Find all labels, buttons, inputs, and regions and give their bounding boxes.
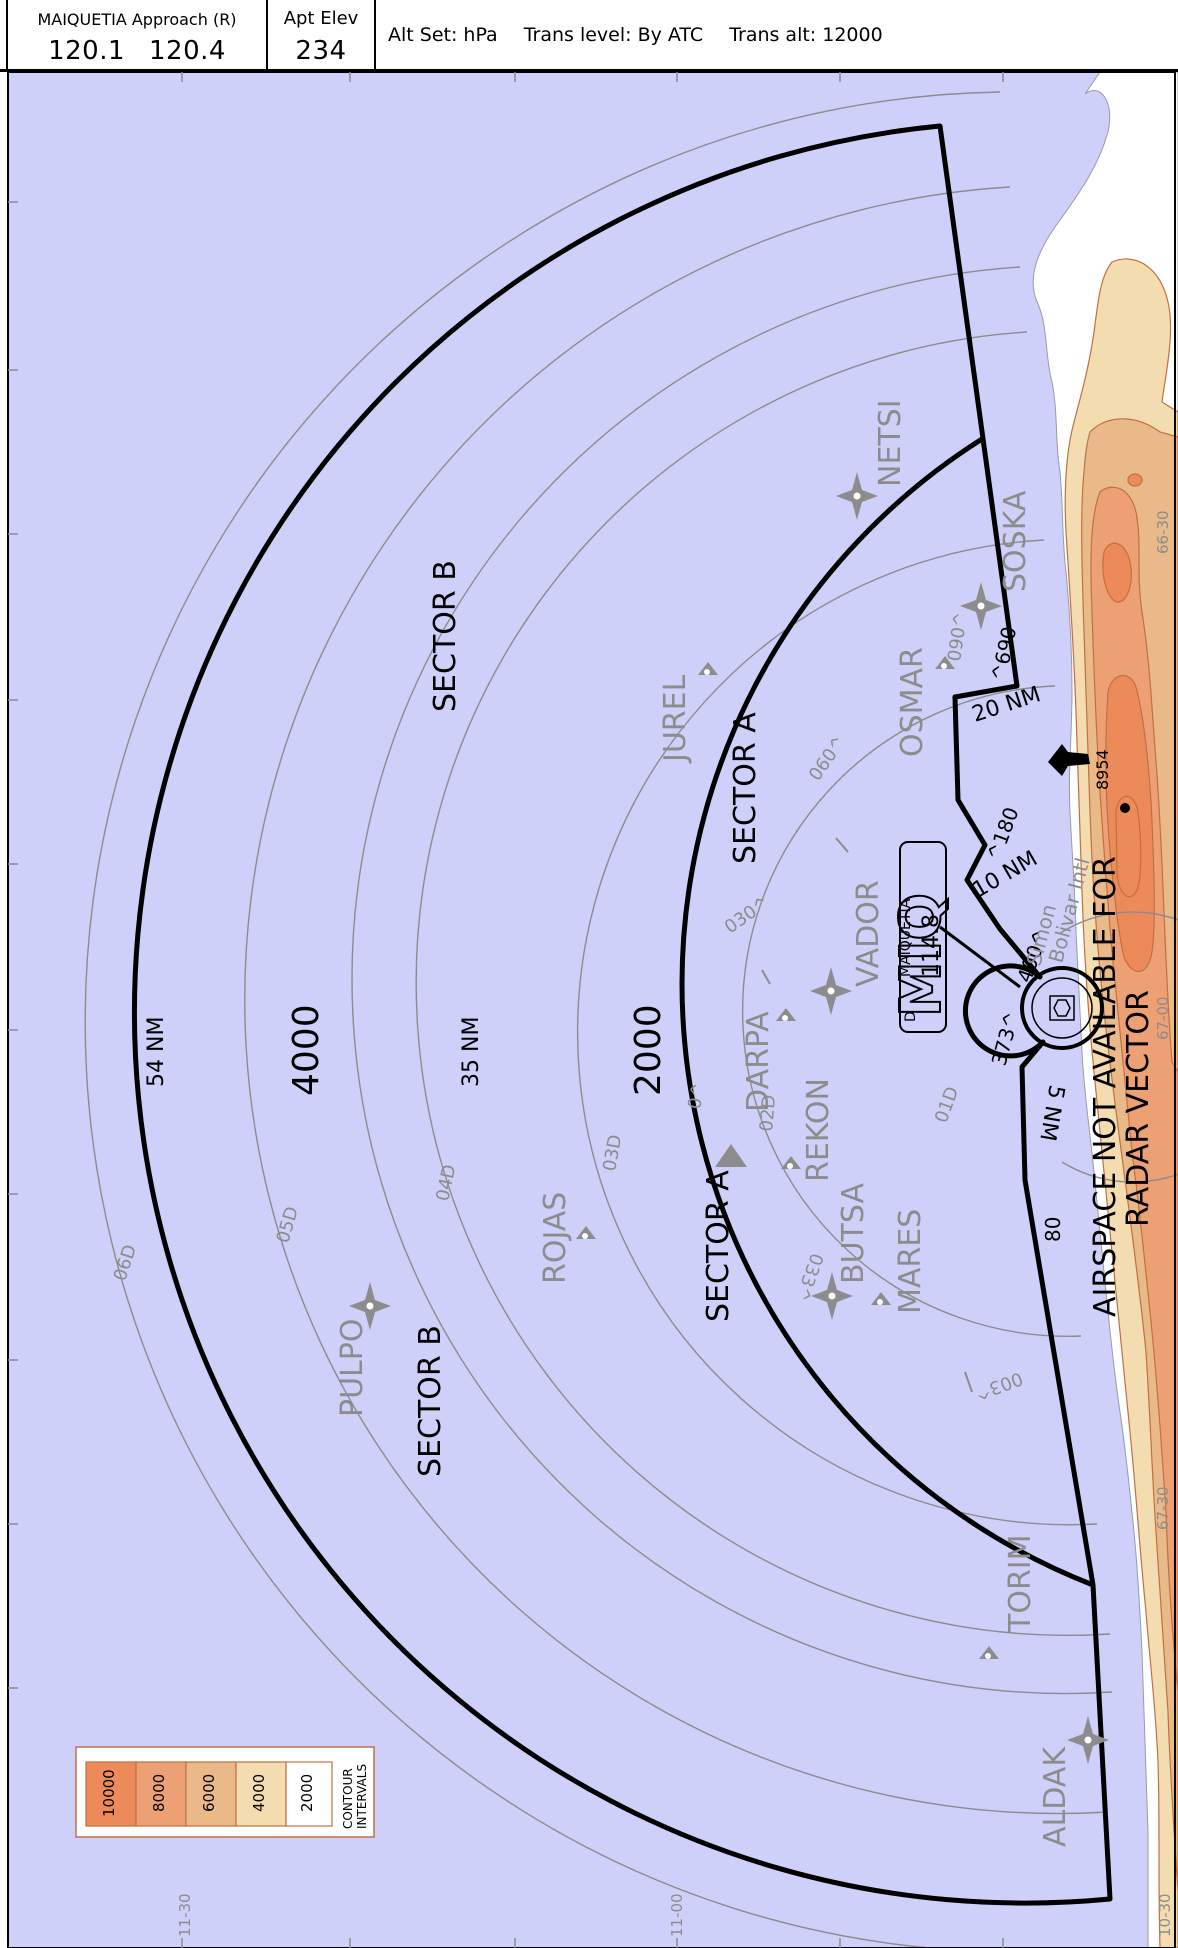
navaid-info-box: MIQ MAIQUETIA 114.8 D: [888, 841, 955, 1033]
approach-frequency-box: MAIQUETIA Approach (R) 120.1 120.4: [6, 0, 268, 69]
frequency-values: 120.1 120.4: [8, 36, 266, 66]
trans-level: Trans level: By ATC: [523, 24, 704, 46]
spot-elevation-value: 8954: [1093, 749, 1112, 790]
sector-a-b-boundary: [679, 436, 1094, 1588]
outer-boundary: [131, 123, 1113, 1906]
fix-label-butsa: BUTSA: [836, 1183, 871, 1284]
terrain-peak-north: [1102, 542, 1132, 603]
jurel-fix-icon: [698, 662, 718, 675]
fix-label-torim: TORIM: [1003, 1534, 1038, 1633]
trans-alt: Trans alt: 12000: [729, 24, 883, 46]
osmar-fix-icon: [935, 656, 955, 669]
chart-header: MAIQUETIA Approach (R) 120.1 120.4 Apt El…: [0, 0, 1178, 72]
terrain-contour-8000: [1105, 675, 1155, 972]
rekon-fix-icon: [781, 1156, 801, 1169]
dme-arc-3: [577, 539, 1098, 1526]
mares-fix-icon: [871, 1292, 891, 1305]
navaid-ident: MIQ: [889, 893, 954, 1017]
altitude-2000: 2000: [628, 1004, 669, 1096]
sector-b-south-label: SECTOR B: [413, 1325, 448, 1477]
grid-lon-label-3: 10-30: [1156, 1893, 1174, 1937]
fix-label-jurel: JUREL: [658, 674, 693, 764]
terrain-contour-10000: [1115, 795, 1142, 898]
terrain-peak-small: [1127, 473, 1143, 487]
airport-elevation-box: Apt Elev 234: [268, 0, 376, 69]
chart-frame: [7, 72, 1176, 1948]
legend-caption-1: CONTOUR: [341, 1768, 355, 1829]
dme-arcs: [84, 91, 1178, 1948]
sector-boundaries: [131, 123, 1113, 1906]
fix-label-vador: VADOR: [851, 880, 886, 987]
radial-ticks: [761, 837, 973, 1393]
darpa-fix-icon: [776, 1008, 796, 1021]
legend-value-2000: 2000: [298, 1774, 316, 1812]
contour-legend: 10000 8000 6000 4000 2000 CONTOUR INTERV…: [75, 1746, 375, 1838]
legend-value-8000: 8000: [150, 1774, 168, 1812]
sector-b-north-label: SECTOR B: [428, 560, 463, 712]
dme-arc-5: [351, 266, 1113, 1695]
ring-label-35nm: 35 NM: [459, 1017, 484, 1087]
minimum-vectoring-chart: 11-30 11-00 10-30 66-30 67-00 67-30 54 N…: [7, 72, 1178, 1948]
airspace-notice-line1: AIRSPACE NOT AVAILABLE FOR: [1088, 856, 1123, 1317]
fix-label-netsi: NETSI: [873, 399, 908, 487]
edge-ticks: [8, 72, 1004, 1948]
fix-label-osmar: OSMAR: [895, 647, 930, 757]
radial-label-0: 0^: [684, 1081, 709, 1111]
alt-set: Alt Set: hPa: [388, 24, 498, 46]
radial-lines: [939, 925, 1021, 989]
dme-label-02d: 02D: [756, 1094, 780, 1132]
sector-a-south-label: SECTOR A: [701, 1170, 736, 1322]
highest-terrain-arrow-icon: [1048, 744, 1090, 776]
vor-navaid-symbol: [1020, 966, 1104, 1050]
sea-area: [8, 72, 1178, 1948]
fix-label-rojas: ROJAS: [538, 1192, 573, 1284]
altimeter-info-box: Alt Set: hPa Trans level: By ATC Trans alt…: [376, 0, 1178, 69]
fix-label-pulpo: PULPO: [335, 1319, 370, 1417]
fix-label-darpa: DARPA: [741, 1011, 776, 1112]
grid-lon-label-2: 11-00: [668, 1893, 686, 1937]
grid-lon-label-1: 11-30: [176, 1893, 194, 1937]
rojas-fix-icon: [576, 1226, 596, 1239]
frequency-secondary: 120.4: [149, 36, 226, 66]
fix-label-soska: SOSKA: [998, 490, 1033, 592]
dme-arc-7: [84, 91, 1100, 1948]
spot-elevation-dot: [1120, 803, 1130, 813]
fix-label-mares: MARES: [893, 1209, 928, 1314]
dme-arc-4: [415, 331, 1111, 1637]
dme-arc-2: [742, 685, 1082, 1337]
navaid-name: MAIQUETIA: [898, 898, 914, 977]
fix-label-aldak: ALDAK: [1038, 1746, 1073, 1847]
apt-elev-label: Apt Elev: [283, 8, 359, 29]
ring-label-54nm: 54 NM: [144, 1017, 169, 1087]
navaid-type: D: [903, 1011, 919, 1022]
facility-name: MAIQUETIA Approach (R): [37, 10, 237, 29]
grid-lat-label-3: 67-30: [1154, 1486, 1172, 1530]
apt-elev-value: 234: [295, 36, 347, 66]
altitude-80: 80: [1041, 1217, 1065, 1242]
legend-value-6000: 6000: [200, 1774, 218, 1812]
navaid-frequency: 114.8: [919, 914, 944, 977]
sector-a-north-label: SECTOR A: [728, 712, 763, 864]
torim-fix-icon: [979, 1646, 999, 1659]
legend-caption-2: INTERVALS: [355, 1764, 369, 1829]
grid-lat-label-1: 66-30: [1154, 510, 1172, 554]
spot-elevation: 8954: [1048, 744, 1130, 813]
altitude-4000: 4000: [286, 1004, 327, 1096]
legend-value-4000: 4000: [250, 1774, 268, 1812]
fix-label-rekon: REKON: [801, 1078, 836, 1182]
grid-lat-label-2: 67-00: [1154, 996, 1172, 1040]
reporting-point-icon: [715, 1144, 747, 1167]
dme-arc-1: [1058, 911, 1178, 1183]
frequency-primary: 120.1: [48, 36, 125, 66]
dme-arc-6: [244, 186, 1109, 1815]
legend-value-10000: 10000: [100, 1769, 118, 1817]
airspace-notice-line2: RADAR VECTOR: [1121, 990, 1156, 1227]
